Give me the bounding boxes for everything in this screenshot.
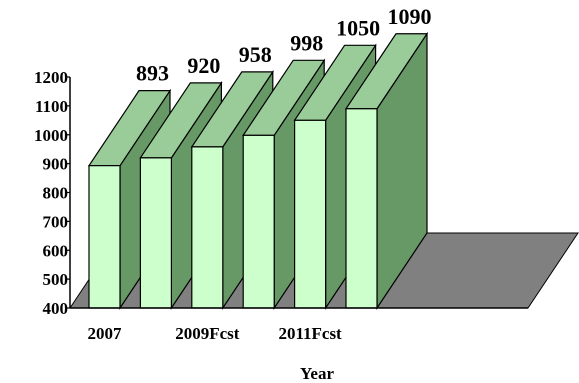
- y-axis: [66, 76, 528, 309]
- bar-front: [139, 157, 172, 309]
- x-tick-label: 2011Fcst: [278, 324, 342, 343]
- data-label: 1050: [336, 15, 380, 40]
- x-tick-labels: 2007 2009Fcst 2011Fcst: [88, 324, 343, 343]
- y-tick-label: 500: [43, 270, 69, 289]
- data-label: 1090: [388, 4, 432, 29]
- data-label: 998: [290, 30, 323, 55]
- bar-front: [345, 108, 378, 309]
- data-labels: 893 920 958 998 1050 1090: [136, 4, 432, 86]
- y-tick-label: 600: [43, 241, 69, 260]
- x-tick-label: 2009Fcst: [175, 324, 240, 343]
- y-tick-label: 1000: [34, 126, 68, 145]
- data-label: 893: [136, 61, 169, 86]
- y-tick-label: 700: [43, 212, 69, 231]
- bars: [87, 31, 429, 310]
- x-tick-label: 2007: [88, 324, 123, 343]
- y-tick-label: 1100: [35, 97, 68, 116]
- bar-front: [191, 146, 224, 309]
- y-tick-labels: 400 500 600 700 800 900 1000 1100 1200: [34, 68, 68, 318]
- bar-front: [88, 165, 121, 309]
- y-tick-label: 900: [43, 155, 69, 174]
- bar-front: [294, 119, 327, 309]
- y-tick-label: 400: [43, 299, 69, 318]
- bar-front: [242, 134, 275, 309]
- x-axis-title: Year: [300, 364, 334, 383]
- y-tick-label: 1200: [34, 68, 68, 87]
- y-tick-label: 800: [43, 184, 69, 203]
- data-label: 958: [239, 42, 272, 67]
- bar: [344, 31, 429, 310]
- data-label: 920: [187, 53, 220, 78]
